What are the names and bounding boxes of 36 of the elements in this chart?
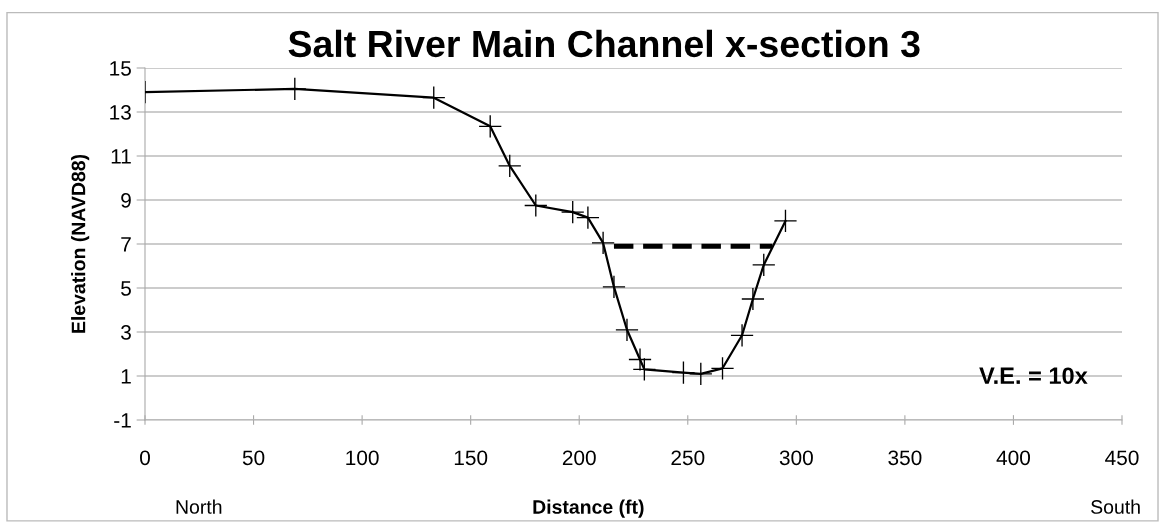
- y-tick-label: 7: [121, 237, 131, 252]
- y-axis-title: Elevation (NAVD88): [71, 154, 90, 333]
- x-tick-label: 150: [454, 450, 488, 466]
- point: [602, 275, 626, 299]
- x-tick-label: 50: [242, 450, 265, 466]
- text: North: [176, 499, 222, 514]
- x-axis-title: Distance (ft): [533, 499, 644, 518]
- chart-title: Salt River Main Channel x-section 3: [288, 29, 920, 58]
- x-tick-label: 0: [140, 450, 150, 466]
- x-tick-label: 250: [671, 450, 705, 466]
- point: [561, 200, 584, 224]
- point: [591, 231, 615, 255]
- x-tick-label: 200: [562, 450, 596, 466]
- y-tick-label: 9: [121, 193, 131, 208]
- y-tick-label: -1: [114, 413, 131, 428]
- point: [498, 154, 521, 178]
- y-tick-label: 1: [121, 369, 131, 384]
- y-tick-label: 3: [121, 325, 131, 340]
- point: [752, 253, 775, 277]
- x-tick-label: 450: [1105, 450, 1139, 466]
- x-tick-label: 350: [888, 450, 922, 466]
- x-tick-label: 100: [346, 450, 379, 466]
- text: South: [1091, 499, 1140, 514]
- point: [615, 318, 639, 341]
- x-tick-label: 400: [996, 450, 1031, 466]
- x-tick-label: 300: [779, 450, 813, 466]
- y-tick-label: 5: [121, 281, 131, 296]
- annotation: V.E. = 10x: [979, 367, 1088, 385]
- point: [576, 206, 600, 229]
- point: [741, 287, 765, 311]
- y-tick-label: 11: [111, 149, 131, 164]
- point: [628, 348, 652, 371]
- point: [774, 209, 797, 233]
- y-tick-label: 13: [110, 105, 131, 120]
- point: [730, 324, 754, 347]
- y-tick-label: 15: [110, 61, 131, 76]
